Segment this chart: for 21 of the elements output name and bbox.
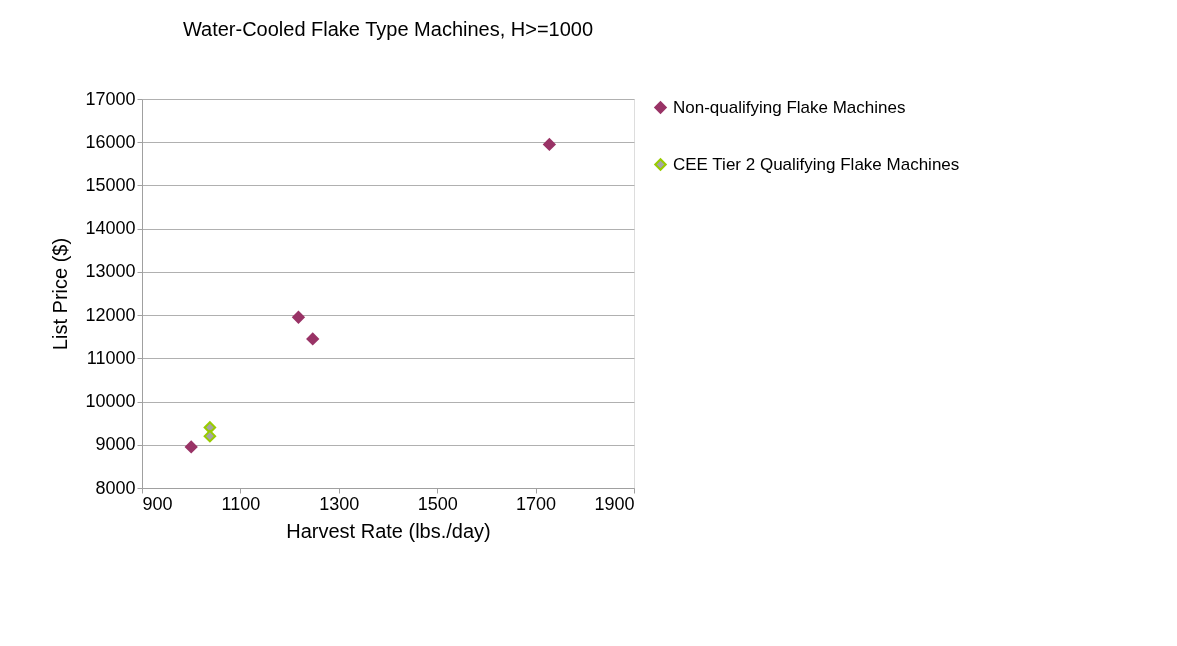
y-tick-label: 8000 <box>95 477 136 498</box>
x-axis-title: Harvest Rate (lbs./day) <box>286 519 491 542</box>
x-tick-label: 1900 <box>594 493 635 514</box>
x-tick-label: 1500 <box>417 493 458 514</box>
y-tick-label: 13000 <box>85 261 136 282</box>
y-tick-label: 12000 <box>85 304 136 325</box>
x-tick-label: 1100 <box>221 493 261 514</box>
x-tick-label: 1300 <box>319 493 360 514</box>
y-tick-label: 9000 <box>95 434 136 455</box>
legend-label: Non-qualifying Flake Machines <box>673 97 906 117</box>
x-tick-label: 900 <box>142 493 173 514</box>
y-tick-label: 10000 <box>85 391 136 412</box>
y-tick-label: 15000 <box>85 174 136 195</box>
y-tick-label: 11000 <box>86 347 136 368</box>
y-tick-label: 17000 <box>85 88 136 109</box>
chart-title: Water-Cooled Flake Type Machines, H>=1000 <box>182 18 594 40</box>
legend-label: CEE Tier 2 Qualifying Flake Machines <box>673 154 960 174</box>
y-tick-label: 16000 <box>85 131 136 152</box>
y-axis-title: List Price ($) <box>49 237 72 351</box>
x-tick-label: 1700 <box>516 493 557 514</box>
y-tick-label: 14000 <box>85 218 136 239</box>
